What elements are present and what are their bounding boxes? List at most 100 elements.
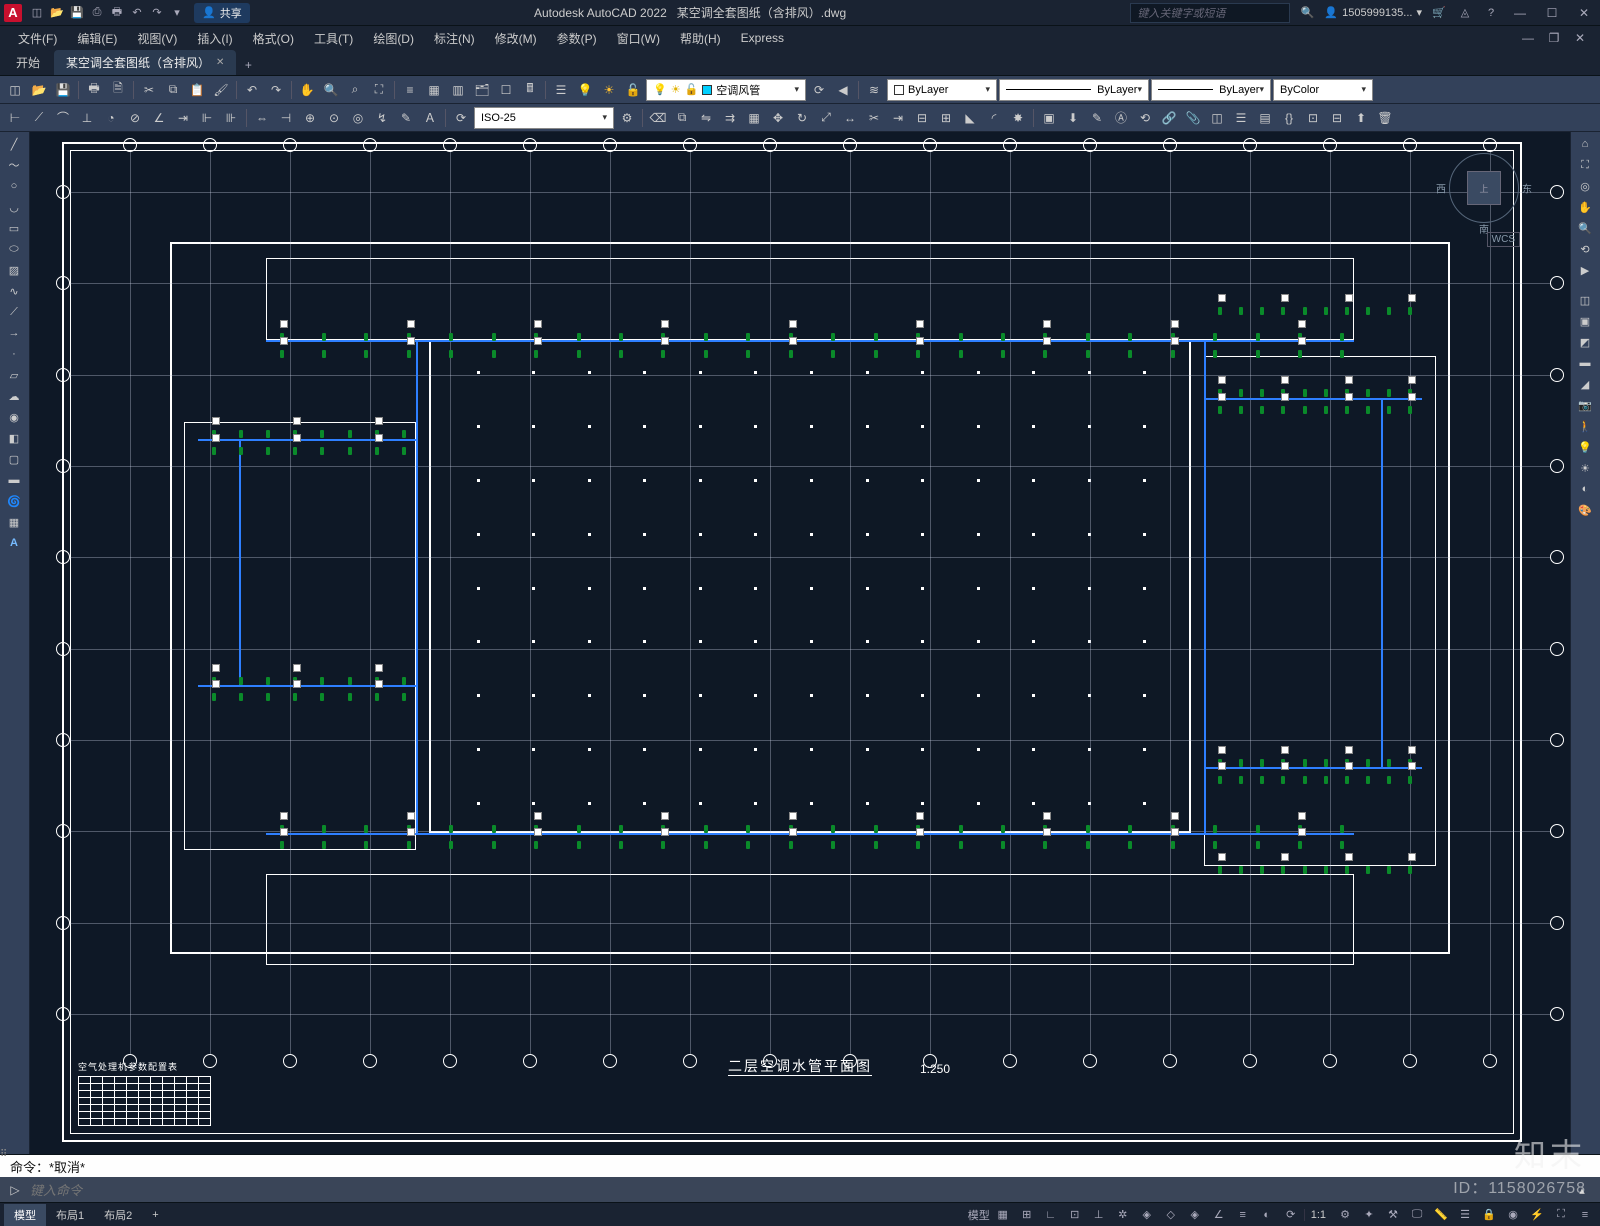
draw-gradient-icon[interactable]: ◧ xyxy=(2,428,26,448)
layout-tab-model[interactable]: 模型 xyxy=(4,1204,46,1226)
tb-layerprev-icon[interactable]: ◀ xyxy=(832,79,854,101)
draw-ray-icon[interactable]: → xyxy=(2,323,26,343)
qat-redo-icon[interactable]: ↷ xyxy=(148,4,166,22)
mod-extend-icon[interactable]: ⇥ xyxy=(887,107,909,129)
jogged-icon[interactable]: ↯ xyxy=(371,107,393,129)
sb-lwt-icon[interactable]: ≡ xyxy=(1232,1205,1254,1225)
menu-draw[interactable]: 绘图(D) xyxy=(363,27,424,50)
draw-arc-icon[interactable]: ◡ xyxy=(2,197,26,217)
nav-sun-icon[interactable]: ☀ xyxy=(1573,458,1597,478)
dimupdate-icon[interactable]: ⟳ xyxy=(450,107,472,129)
menu-express[interactable]: Express xyxy=(731,28,794,48)
menu-view[interactable]: 视图(V) xyxy=(127,27,187,50)
sb-units-icon[interactable]: 📏 xyxy=(1430,1205,1452,1225)
tab-new-button[interactable]: + xyxy=(238,55,258,75)
draw-region-icon[interactable]: ▱ xyxy=(2,365,26,385)
nav-walk-icon[interactable]: 🚶 xyxy=(1573,416,1597,436)
qat-open-icon[interactable]: 📂 xyxy=(48,4,66,22)
draw-table-icon[interactable]: ▦ xyxy=(2,512,26,532)
mod-explode-icon[interactable]: ✸ xyxy=(1007,107,1029,129)
viewcube-compass[interactable]: 上 西 东 南 xyxy=(1449,153,1519,223)
draw-helix-icon[interactable]: 🌀 xyxy=(2,491,26,511)
sb-snap-icon[interactable]: ⊞ xyxy=(1016,1205,1038,1225)
tb-dc-icon[interactable]: ▦ xyxy=(423,79,445,101)
viewcube-face-top[interactable]: 上 xyxy=(1467,171,1501,205)
doc-restore-button[interactable]: ❐ xyxy=(1542,28,1566,48)
menu-help[interactable]: 帮助(H) xyxy=(670,27,731,50)
nav-full-icon[interactable]: ⛶ xyxy=(1573,155,1597,175)
blk-attach-icon[interactable]: 📎 xyxy=(1182,107,1204,129)
dim-arc-icon[interactable]: ⌒ xyxy=(52,107,74,129)
tb-layermatch-icon[interactable]: ≋ xyxy=(863,79,885,101)
dim-linear-icon[interactable]: ⊢ xyxy=(4,107,26,129)
dimedit-icon[interactable]: ✎ xyxy=(395,107,417,129)
minimize-button[interactable]: — xyxy=(1508,3,1532,23)
tb-plot-icon[interactable]: 🖶 xyxy=(83,79,105,101)
nav-orbit-icon[interactable]: ⟲ xyxy=(1573,239,1597,259)
dim-space-icon[interactable]: ⇔ xyxy=(251,107,273,129)
cart-icon[interactable]: 🛒 xyxy=(1430,4,1448,22)
tb-new-icon[interactable]: ◫ xyxy=(4,79,26,101)
qat-more-icon[interactable]: ▾ xyxy=(168,4,186,22)
nav-section-icon[interactable]: ◩ xyxy=(1573,332,1597,352)
tb-markup-icon[interactable]: ☐ xyxy=(495,79,517,101)
tb-layermgr-icon[interactable]: ☰ xyxy=(550,79,572,101)
qat-save-icon[interactable]: 💾 xyxy=(68,4,86,22)
tb-copy-icon[interactable]: ⧉ xyxy=(162,79,184,101)
inspect-icon[interactable]: ◎ xyxy=(347,107,369,129)
nav-mat-icon[interactable]: ◐ xyxy=(1573,479,1597,499)
wcs-badge[interactable]: WCS xyxy=(1487,232,1520,247)
tolerance-icon[interactable]: ⊕ xyxy=(299,107,321,129)
qat-plot-icon[interactable]: 🖶 xyxy=(108,4,126,22)
nav-vs-icon[interactable]: ◫ xyxy=(1573,290,1597,310)
tb-preview-icon[interactable]: 🗎 xyxy=(107,79,129,101)
tb-undo-icon[interactable]: ↶ xyxy=(241,79,263,101)
blk-xmgr-icon[interactable]: ☰ xyxy=(1230,107,1252,129)
sb-3dosnap-icon[interactable]: ◈ xyxy=(1184,1205,1206,1225)
field-icon[interactable]: {} xyxy=(1278,107,1300,129)
mod-fillet-icon[interactable]: ◜ xyxy=(983,107,1005,129)
group-icon[interactable]: ⊡ xyxy=(1302,107,1324,129)
blk-edit-icon[interactable]: ✎ xyxy=(1086,107,1108,129)
tb-toolpal-icon[interactable]: ▥ xyxy=(447,79,469,101)
dim-dia-icon[interactable]: ⊘ xyxy=(124,107,146,129)
nav-pan-icon[interactable]: ✋ xyxy=(1573,197,1597,217)
sb-dyninput-icon[interactable]: ⊡ xyxy=(1064,1205,1086,1225)
menu-edit[interactable]: 编辑(E) xyxy=(67,27,127,50)
sb-gear-icon[interactable]: ⚙ xyxy=(1334,1205,1356,1225)
menu-file[interactable]: 文件(F) xyxy=(8,27,67,50)
app-switcher-icon[interactable]: ◬ xyxy=(1456,4,1474,22)
draw-point-icon[interactable]: · xyxy=(2,344,26,364)
tb-layerstate-icon[interactable]: ⟳ xyxy=(808,79,830,101)
blk-clip-icon[interactable]: ◫ xyxy=(1206,107,1228,129)
sb-cust-icon[interactable]: ≡ xyxy=(1574,1205,1596,1225)
layout-tab-1[interactable]: 布局1 xyxy=(46,1204,94,1226)
drawing-canvas[interactable]: 二层空调水管平面图 1:250 空气处理机参数配置表 上 西 东 南 WCS xyxy=(30,132,1570,1154)
command-input[interactable] xyxy=(30,1183,1570,1198)
lineweight-dropdown[interactable]: ByLayer ▾ xyxy=(1151,79,1271,101)
tb-layer-lock-icon[interactable]: 🔓 xyxy=(622,79,644,101)
sb-infer-icon[interactable]: ∟ xyxy=(1040,1205,1062,1225)
ungroup-icon[interactable]: ⊟ xyxy=(1326,107,1348,129)
sb-otrack-icon[interactable]: ∠ xyxy=(1208,1205,1230,1225)
nav-render-icon[interactable]: 🎨 xyxy=(1573,500,1597,520)
draw-rect-icon[interactable]: ▭ xyxy=(2,218,26,238)
menu-window[interactable]: 窗口(W) xyxy=(607,27,670,50)
nav-ucs-icon[interactable]: ◢ xyxy=(1573,374,1597,394)
draw-donut-icon[interactable]: ◉ xyxy=(2,407,26,427)
blk-xref-icon[interactable]: 🔗 xyxy=(1158,107,1180,129)
blk-insert-icon[interactable]: ⬇ xyxy=(1062,107,1084,129)
qat-undo-icon[interactable]: ↶ xyxy=(128,4,146,22)
dim-cont-icon[interactable]: ⊪ xyxy=(220,107,242,129)
mod-move-icon[interactable]: ✥ xyxy=(767,107,789,129)
nav-views-icon[interactable]: ▣ xyxy=(1573,311,1597,331)
draw-circle-icon[interactable]: ○ xyxy=(2,176,26,196)
help-icon[interactable]: ? xyxy=(1482,4,1500,22)
search-input[interactable]: 键入关键字或短语 xyxy=(1130,3,1290,23)
sb-trans-icon[interactable]: ◐ xyxy=(1256,1205,1278,1225)
draw-ellipse-icon[interactable]: ⬭ xyxy=(2,239,26,259)
mod-rotate-icon[interactable]: ↻ xyxy=(791,107,813,129)
dim-quick-icon[interactable]: ⇥ xyxy=(172,107,194,129)
tb-layer-freeze-icon[interactable]: ☀ xyxy=(598,79,620,101)
maximize-button[interactable]: ☐ xyxy=(1540,3,1564,23)
